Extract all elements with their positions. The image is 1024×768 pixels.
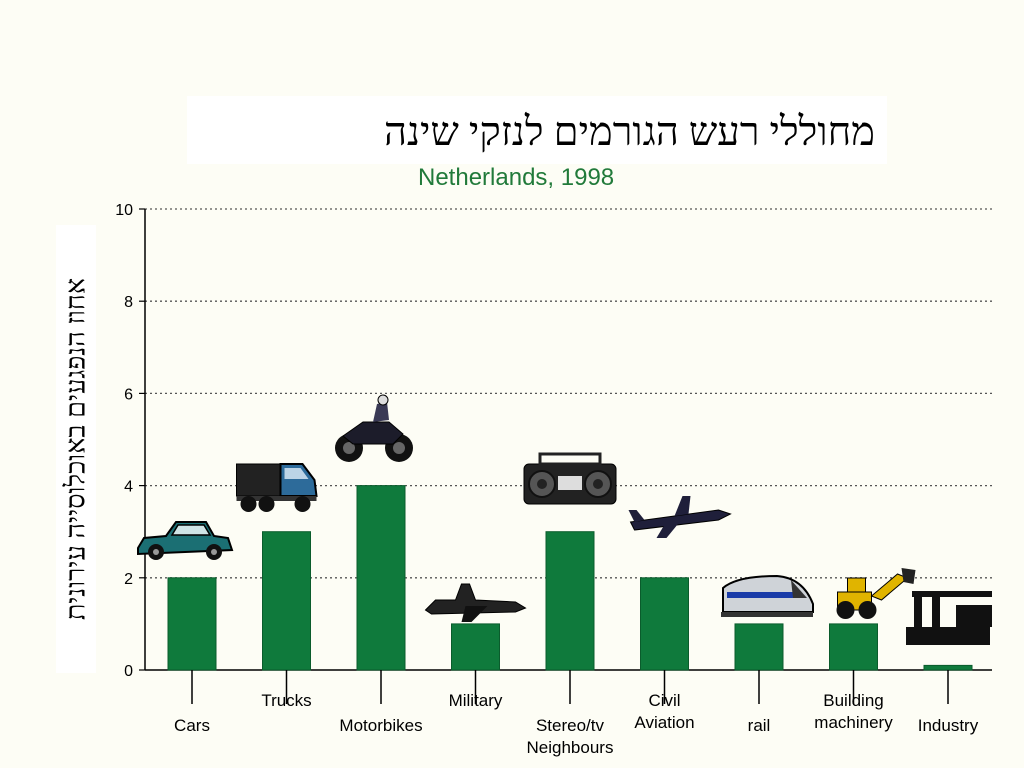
x-tick-label: Trucks bbox=[261, 691, 311, 710]
y-tick-label: 10 bbox=[115, 202, 133, 219]
y-tick-label: 8 bbox=[124, 294, 133, 311]
y-tick-label: 4 bbox=[124, 479, 133, 496]
bar-rail bbox=[734, 623, 784, 671]
x-tick-label: Cars bbox=[174, 716, 210, 735]
x-tick-label: Motorbikes bbox=[339, 716, 422, 735]
truck-icon bbox=[236, 463, 318, 512]
x-tick-label: Stereo/tv Neighbours bbox=[527, 716, 614, 757]
bar-building bbox=[829, 623, 878, 671]
y-tick-label: 6 bbox=[124, 386, 133, 403]
car-icon bbox=[137, 521, 234, 560]
bar-cars bbox=[167, 577, 217, 671]
bar-military bbox=[451, 623, 500, 671]
bar-trucks bbox=[262, 531, 311, 671]
x-tick-label: rail bbox=[748, 716, 771, 735]
bulldozer-icon bbox=[836, 568, 916, 619]
boombox-icon bbox=[523, 452, 617, 505]
title-box: מחוללי רעש הגורמים לנזקי שינה bbox=[187, 96, 887, 164]
x-tick-label: Civil Aviation bbox=[634, 691, 694, 732]
x-tick-label: Building machinery bbox=[814, 691, 893, 732]
bar-motorbikes bbox=[356, 485, 406, 671]
chart-title: מחוללי רעש הגורמים לנזקי שינה bbox=[384, 109, 875, 154]
motorbike-icon bbox=[335, 394, 413, 462]
y-tick-label: 0 bbox=[124, 663, 133, 680]
bar-stereo bbox=[545, 531, 595, 671]
bar-civil bbox=[640, 577, 689, 671]
chart-subtitle: Netherlands, 1998 bbox=[418, 164, 615, 191]
x-tick-label: Military bbox=[449, 691, 503, 710]
y-axis-label: אחוז הנפגעים באוכלוסייה עירונית bbox=[60, 277, 91, 621]
y-axis-label-box bbox=[56, 225, 96, 673]
train-icon bbox=[721, 574, 814, 617]
airliner-icon bbox=[628, 496, 732, 538]
x-tick-label: Industry bbox=[918, 716, 979, 735]
factory-icon bbox=[906, 591, 992, 645]
y-tick-label: 2 bbox=[124, 571, 133, 588]
bar-industry bbox=[923, 664, 973, 671]
fighter-jet-icon bbox=[424, 583, 527, 622]
